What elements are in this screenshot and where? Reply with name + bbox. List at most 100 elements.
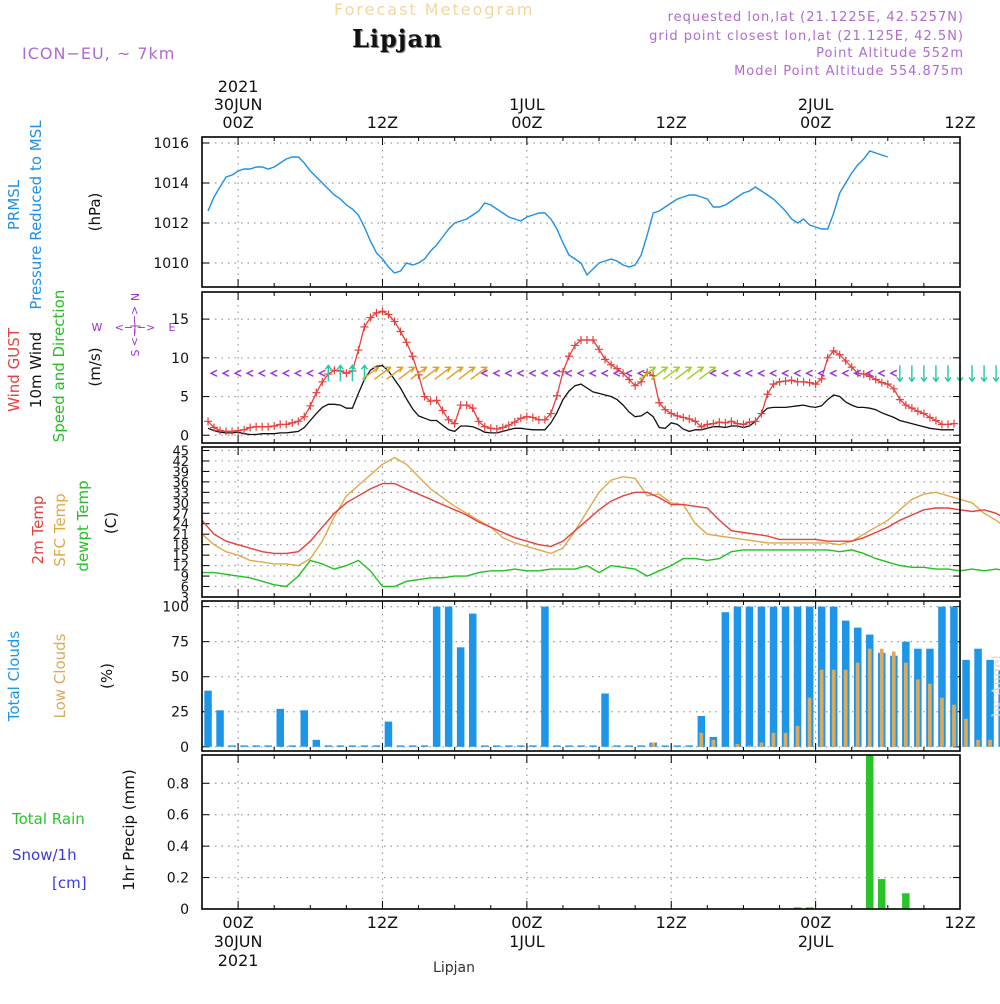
wind-direction-arrow	[324, 364, 332, 382]
total-cloud-bar	[456, 647, 465, 747]
gust-marker	[204, 417, 213, 426]
low-cloud-bar	[783, 732, 788, 747]
gust-marker	[294, 417, 303, 426]
wind-direction-arrow	[698, 366, 717, 380]
total-cloud-bar	[950, 606, 958, 747]
requested-location: requested lon,lat (21.1225E, 42.5257N)	[667, 10, 964, 25]
rain-label: Total Rain	[11, 810, 85, 828]
panel-frame-precip	[201, 754, 961, 910]
gust-marker	[817, 374, 826, 383]
y-tick-label: 39	[172, 465, 189, 480]
wind-direction-arrow	[281, 369, 290, 377]
panel-pressure: 1010 1012 1014 1016	[153, 136, 961, 287]
total-cloud-bar	[444, 606, 453, 747]
model-label: ICON−EU, ~ 7km	[22, 44, 176, 63]
low-cloud-bar	[855, 662, 860, 747]
total-cloud-bar	[601, 693, 609, 747]
wind-direction-arrow	[480, 369, 489, 377]
compass-ew-arrow: <−|−>	[115, 321, 156, 334]
wind-direction-arrow	[768, 369, 777, 377]
low-cloud-bar	[916, 679, 920, 747]
panel-frame-wind	[201, 291, 961, 444]
gust-marker	[402, 338, 411, 347]
wind-direction-arrow	[221, 369, 230, 377]
wind-direction-arrow	[612, 369, 621, 377]
y-tick-label: 30	[172, 497, 189, 512]
wind-direction-arrow	[817, 369, 825, 377]
gust-marker	[468, 404, 477, 413]
wind-direction-arrow	[896, 365, 904, 383]
gust-marker	[751, 417, 760, 426]
y-tick-label: 15	[171, 312, 189, 328]
gust-marker	[540, 415, 549, 424]
y-tick-label: 1010	[153, 256, 189, 272]
wind-direction-arrow	[865, 369, 874, 377]
gust-marker	[438, 406, 447, 415]
top-time-label: 1JUL	[509, 95, 545, 114]
wind-direction-arrow	[944, 365, 952, 383]
gust-marker	[799, 377, 808, 386]
gust-marker	[703, 420, 712, 429]
wind-direction-arrow	[708, 369, 717, 377]
total-cloud-bar	[637, 745, 645, 747]
y-tick-label: 1016	[153, 136, 189, 152]
total-cloud-bar	[673, 745, 681, 747]
low-cloud-bar	[747, 745, 752, 747]
gust-marker	[384, 310, 393, 319]
chart-title: Lipjan	[352, 24, 443, 53]
y-tick-label: 45	[172, 444, 189, 459]
total-cloud-bar	[577, 745, 585, 747]
total-cloud-bar	[372, 745, 381, 747]
bottom-time-label: 00Z	[511, 913, 542, 932]
wind-direction-arrow	[293, 369, 302, 377]
bottom-time-label: 2021	[218, 951, 259, 970]
total-cloud-bar	[962, 659, 970, 747]
panel-precip: 0 0.2 0.4 0.6 0.8	[167, 755, 961, 918]
low-cloud-bar	[819, 669, 824, 747]
y-tick-label: 0.8	[167, 776, 189, 792]
total-cloud-bar	[469, 613, 477, 747]
gust-marker	[426, 397, 435, 406]
gust-marker	[919, 409, 928, 418]
gust-marker	[516, 414, 525, 423]
total-cloud-bar	[733, 606, 742, 747]
wind-direction-arrow	[968, 365, 976, 383]
gust-marker	[781, 377, 790, 386]
total-cloud-bar	[396, 745, 405, 747]
wind-direction-arrow	[470, 366, 488, 380]
gust-marker	[661, 405, 670, 414]
gust-marker	[444, 415, 453, 424]
wind-direction-arrow	[889, 369, 898, 377]
wind-direction-arrow	[305, 369, 314, 377]
gust-marker	[823, 353, 832, 362]
total-cloud-bar	[986, 659, 994, 747]
low-cloud-bar	[807, 697, 812, 747]
gust-marker	[450, 419, 459, 428]
compass-east: E	[169, 321, 176, 334]
low-cloud-bar	[928, 683, 932, 747]
gust-marker	[739, 420, 748, 429]
low-cloud-bar	[831, 669, 836, 747]
top-time-label: 12Z	[944, 113, 975, 132]
gust-marker	[877, 378, 886, 387]
y-tick-label: 27	[172, 507, 189, 522]
gust-marker	[667, 409, 676, 418]
total-cloud-bar	[324, 745, 333, 747]
low-cloud-bar	[699, 732, 704, 747]
compass-ns-arrow: <−|−>	[128, 306, 141, 347]
pressure-unit: (hPa)	[86, 193, 104, 232]
wind-direction-arrow	[650, 366, 669, 380]
y-tick-label: 50	[171, 670, 189, 686]
total-cloud-bar	[757, 606, 766, 747]
wind-direction-arrow	[805, 369, 813, 377]
gust-marker	[474, 417, 483, 426]
wind-label: 10m Wind	[27, 332, 45, 408]
gust-marker	[727, 417, 736, 426]
top-time-label: 12Z	[367, 113, 398, 132]
gust-marker	[492, 425, 501, 434]
low-cloud-bar	[879, 648, 884, 747]
low-cloud-bar	[735, 744, 740, 747]
wind-direction-arrow	[756, 369, 765, 377]
gust-marker	[637, 377, 646, 386]
